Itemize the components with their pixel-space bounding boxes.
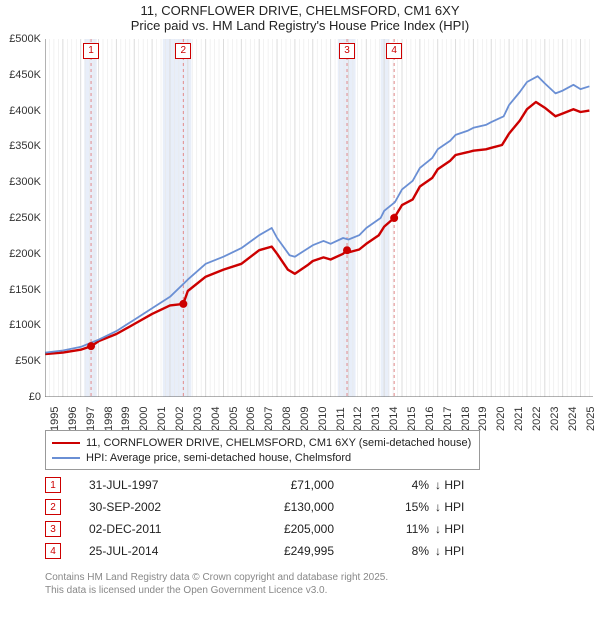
x-tick-label: 2000	[138, 407, 150, 431]
chart-marker: 3	[339, 43, 355, 59]
x-tick-label: 2015	[406, 407, 418, 431]
x-tick-label: 2001	[156, 407, 168, 431]
row-marker: 2	[45, 499, 61, 515]
x-tick-label: 2012	[352, 407, 364, 431]
x-tick-label: 2014	[388, 407, 400, 431]
x-tick-label: 1996	[67, 407, 79, 431]
row-marker: 1	[45, 477, 61, 493]
footer-line2: This data is licensed under the Open Gov…	[45, 585, 388, 598]
row-price: £205,000	[224, 522, 374, 536]
row-pct: 11%	[374, 522, 429, 536]
chart-svg	[45, 39, 593, 397]
table-row: 1 31-JUL-1997£71,0004%↓ HPI	[45, 474, 495, 496]
price-chart: £0£50K£100K£150K£200K£250K£300K£350K£400…	[45, 39, 593, 397]
x-tick-label: 2011	[335, 407, 347, 431]
chart-marker: 1	[83, 43, 99, 59]
x-tick-label: 2017	[442, 407, 454, 431]
y-tick-label: £450K	[9, 69, 41, 81]
title-address: 11, CORNFLOWER DRIVE, CHELMSFORD, CM1 6X…	[0, 3, 600, 18]
title-sub: Price paid vs. HM Land Registry's House …	[0, 18, 600, 33]
row-date: 02-DEC-2011	[89, 522, 224, 536]
x-tick-label: 2009	[299, 407, 311, 431]
legend: 11, CORNFLOWER DRIVE, CHELMSFORD, CM1 6X…	[45, 430, 480, 470]
y-tick-label: £0	[29, 391, 41, 403]
x-tick-label: 2004	[210, 407, 222, 431]
footer-line1: Contains HM Land Registry data © Crown c…	[45, 572, 388, 585]
y-tick-label: £150K	[9, 284, 41, 296]
legend-swatch-2	[52, 457, 80, 459]
row-dir: ↓ HPI	[429, 500, 495, 514]
footer: Contains HM Land Registry data © Crown c…	[45, 572, 388, 597]
row-date: 25-JUL-2014	[89, 544, 224, 558]
y-tick-label: £350K	[9, 140, 41, 152]
x-tick-label: 2010	[317, 407, 329, 431]
row-pct: 4%	[374, 478, 429, 492]
row-date: 31-JUL-1997	[89, 478, 224, 492]
x-tick-label: 2022	[531, 407, 543, 431]
x-tick-label: 2006	[245, 407, 257, 431]
x-tick-label: 2024	[567, 407, 579, 431]
row-price: £249,995	[224, 544, 374, 558]
legend-swatch-1	[52, 442, 80, 444]
row-dir: ↓ HPI	[429, 544, 495, 558]
legend-label-1: 11, CORNFLOWER DRIVE, CHELMSFORD, CM1 6X…	[86, 437, 471, 449]
row-date: 30-SEP-2002	[89, 500, 224, 514]
row-pct: 15%	[374, 500, 429, 514]
x-tick-label: 2020	[495, 407, 507, 431]
y-tick-label: £400K	[9, 105, 41, 117]
x-tick-label: 2025	[585, 407, 597, 431]
row-pct: 8%	[374, 544, 429, 558]
y-tick-label: £250K	[9, 212, 41, 224]
y-tick-label: £500K	[9, 33, 41, 45]
x-tick-label: 2003	[192, 407, 204, 431]
table-row: 2 30-SEP-2002£130,00015%↓ HPI	[45, 496, 495, 518]
row-dir: ↓ HPI	[429, 522, 495, 536]
x-tick-label: 1995	[49, 407, 61, 431]
x-tick-label: 1997	[85, 407, 97, 431]
y-tick-label: £100K	[9, 319, 41, 331]
row-marker: 4	[45, 543, 61, 559]
y-tick-label: £300K	[9, 176, 41, 188]
legend-label-2: HPI: Average price, semi-detached house,…	[86, 452, 351, 464]
x-tick-label: 2007	[263, 407, 275, 431]
x-tick-label: 2016	[424, 407, 436, 431]
y-tick-label: £50K	[15, 355, 41, 367]
x-tick-label: 2005	[228, 407, 240, 431]
x-tick-label: 2023	[549, 407, 561, 431]
x-tick-label: 2013	[370, 407, 382, 431]
table-row: 4 25-JUL-2014£249,9958%↓ HPI	[45, 540, 495, 562]
x-tick-label: 2021	[513, 407, 525, 431]
x-tick-label: 2008	[281, 407, 293, 431]
row-marker: 3	[45, 521, 61, 537]
row-price: £130,000	[224, 500, 374, 514]
chart-marker: 2	[175, 43, 191, 59]
row-price: £71,000	[224, 478, 374, 492]
x-tick-label: 2018	[460, 407, 472, 431]
sales-table: 131-JUL-1997£71,0004%↓ HPI230-SEP-2002£1…	[45, 474, 495, 562]
table-row: 3 02-DEC-2011£205,00011%↓ HPI	[45, 518, 495, 540]
y-tick-label: £200K	[9, 248, 41, 260]
x-tick-label: 1998	[103, 407, 115, 431]
row-dir: ↓ HPI	[429, 478, 495, 492]
x-tick-label: 2002	[174, 407, 186, 431]
x-tick-label: 2019	[477, 407, 489, 431]
chart-marker: 4	[386, 43, 402, 59]
x-tick-label: 1999	[120, 407, 132, 431]
